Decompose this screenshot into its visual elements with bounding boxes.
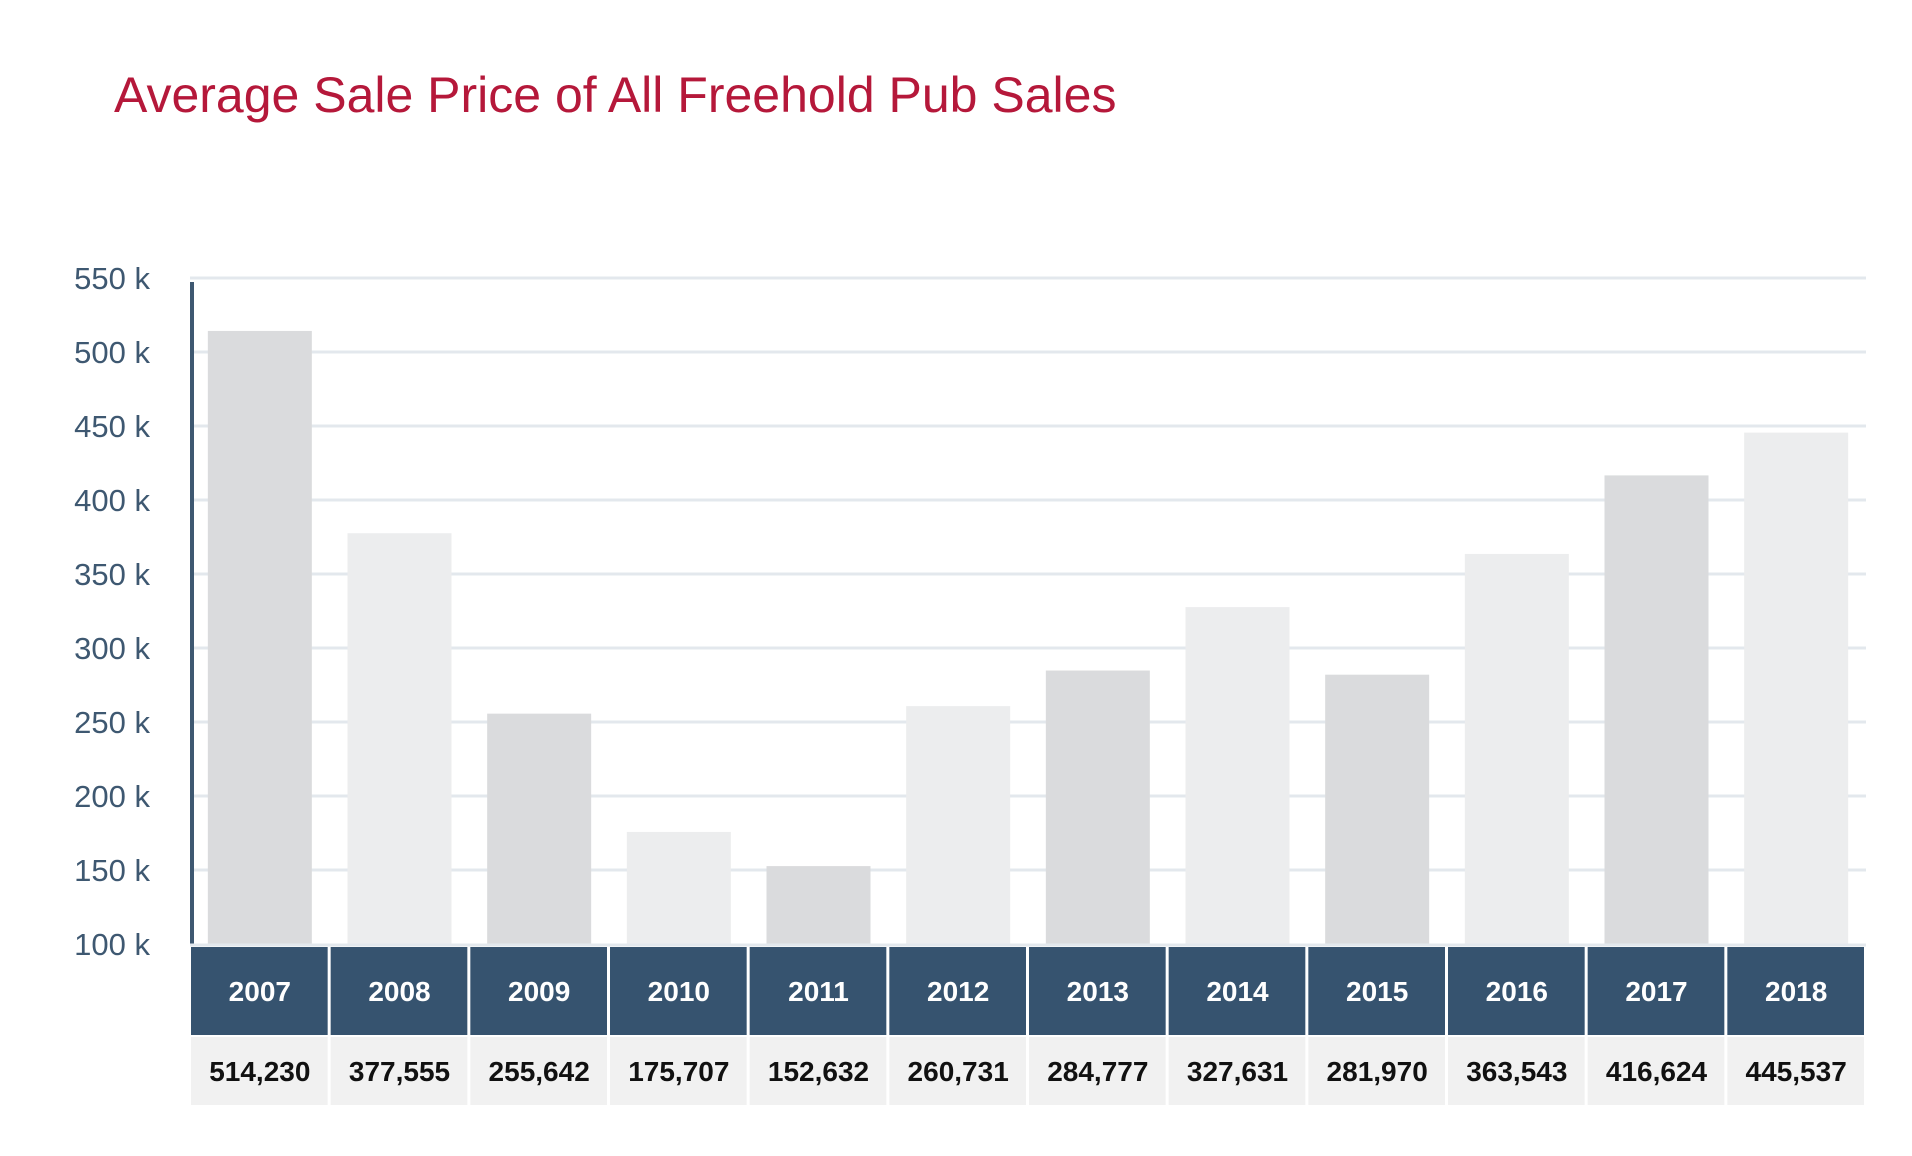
bar-2016: [1464, 553, 1569, 944]
year-cell: [1727, 947, 1864, 1035]
x-tick-label: 2010: [648, 976, 710, 1007]
value-cell: [1587, 1037, 1725, 1105]
value-cell: [330, 1037, 468, 1105]
data-label: 284,777: [1047, 1056, 1148, 1087]
bar-2008: [347, 533, 452, 944]
value-cell: [610, 1037, 747, 1105]
y-tick-label: 550 k: [74, 261, 150, 296]
data-label: 260,731: [908, 1056, 1009, 1087]
x-tick-label: 2007: [229, 976, 291, 1007]
year-cell: [889, 947, 1026, 1035]
data-label: 416,624: [1606, 1056, 1708, 1087]
value-cell: [1308, 1037, 1445, 1105]
value-cell: [749, 1037, 887, 1105]
x-tick-label: 2017: [1625, 976, 1687, 1007]
value-cell: [1727, 1037, 1864, 1105]
bar-2015: [1325, 674, 1430, 944]
y-tick-label: 100 k: [74, 927, 150, 962]
data-label: 377,555: [349, 1056, 450, 1087]
bar-2007: [207, 330, 312, 945]
y-tick-label: 500 k: [74, 335, 150, 370]
bar-2013: [1045, 670, 1150, 944]
data-label: 514,230: [209, 1056, 310, 1087]
x-tick-label: 2013: [1067, 976, 1129, 1007]
x-tick-label: 2011: [788, 976, 849, 1007]
x-tick-label: 2012: [927, 976, 989, 1007]
bar-2018: [1744, 432, 1849, 944]
value-cell: [1448, 1037, 1585, 1105]
year-cell: [610, 947, 747, 1035]
y-tick-label: 150 k: [74, 853, 150, 888]
y-tick-label: 200 k: [74, 779, 150, 814]
bar-2011: [766, 866, 871, 944]
year-cell: [470, 947, 607, 1035]
y-tick-label: 400 k: [74, 483, 150, 518]
year-cell: [330, 947, 468, 1035]
value-cell: [1168, 1037, 1306, 1105]
year-cell: [1448, 947, 1585, 1035]
bar-2017: [1604, 475, 1709, 944]
value-cell: [470, 1037, 607, 1105]
data-label: 152,632: [768, 1056, 869, 1087]
x-tick-label: 2008: [368, 976, 430, 1007]
x-tick-label: 2015: [1346, 976, 1408, 1007]
bar-2009: [487, 713, 592, 944]
data-label: 363,543: [1466, 1056, 1567, 1087]
data-label: 255,642: [489, 1056, 590, 1087]
chart-title: Average Sale Price of All Freehold Pub S…: [114, 67, 1117, 123]
data-label: 175,707: [628, 1056, 729, 1087]
year-cell: [1587, 947, 1725, 1035]
value-cell: [889, 1037, 1026, 1105]
year-cell: [1308, 947, 1445, 1035]
data-label: 327,631: [1187, 1056, 1288, 1087]
y-tick-label: 450 k: [74, 409, 150, 444]
bar-2014: [1185, 607, 1290, 944]
value-cell: [191, 1037, 328, 1105]
year-cell: [191, 947, 328, 1035]
y-tick-label: 250 k: [74, 705, 150, 740]
data-label: 281,970: [1327, 1056, 1428, 1087]
year-cell: [1029, 947, 1166, 1035]
x-tick-label: 2009: [508, 976, 570, 1007]
x-tick-label: 2014: [1206, 976, 1269, 1007]
year-cell: [749, 947, 887, 1035]
bar-2010: [626, 831, 731, 944]
value-cell: [1029, 1037, 1166, 1105]
x-tick-label: 2018: [1765, 976, 1827, 1007]
y-tick-label: 300 k: [74, 631, 150, 666]
data-label: 445,537: [1746, 1056, 1847, 1087]
y-tick-label: 350 k: [74, 557, 150, 592]
x-tick-label: 2016: [1486, 976, 1548, 1007]
bar-2012: [906, 706, 1011, 944]
year-cell: [1168, 947, 1306, 1035]
